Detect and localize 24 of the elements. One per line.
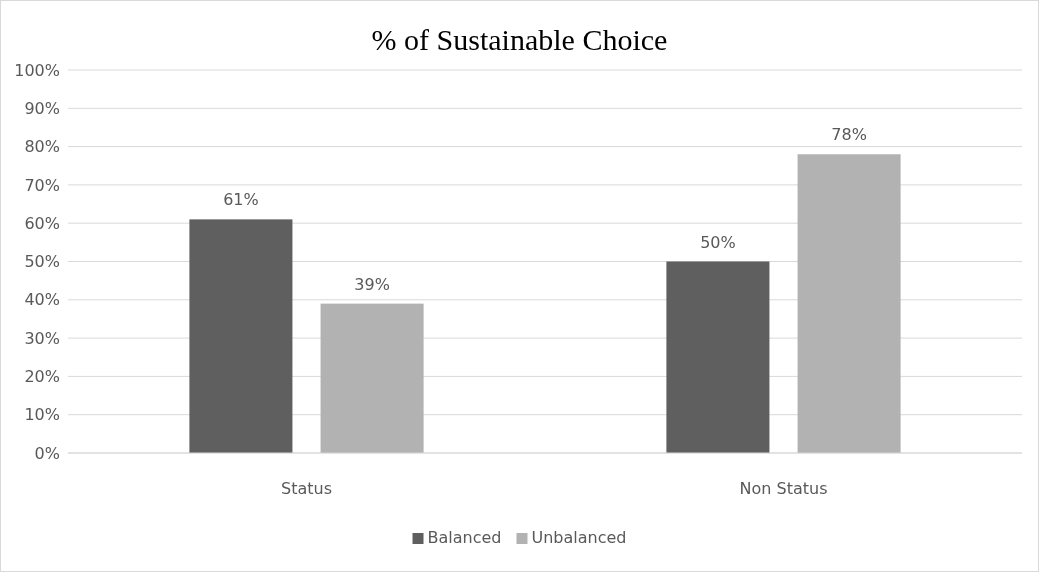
y-tick-label: 60% — [24, 213, 60, 233]
y-tick-label: 90% — [24, 98, 60, 118]
bar — [189, 219, 293, 453]
data-label: 78% — [831, 125, 867, 145]
y-tick-label: 20% — [24, 367, 60, 387]
y-tick-label: 50% — [24, 252, 60, 272]
bar — [797, 154, 901, 453]
bar — [666, 261, 770, 453]
y-tick-label: 80% — [24, 137, 60, 157]
y-tick-label: 100% — [14, 60, 60, 80]
data-label: 50% — [700, 232, 736, 252]
bar — [320, 303, 424, 453]
x-tick-label: Non Status — [739, 479, 828, 498]
y-tick-label: 0% — [34, 443, 60, 463]
y-tick-label: 30% — [24, 328, 60, 348]
x-tick-label: Status — [281, 479, 332, 498]
data-label: 61% — [223, 190, 259, 210]
data-label: 39% — [354, 274, 390, 294]
legend-label: Unbalanced — [531, 528, 627, 547]
legend-label: Balanced — [427, 528, 502, 547]
chart-title: % of Sustainable Choice — [371, 23, 668, 56]
y-tick-label: 10% — [24, 405, 60, 425]
y-tick-label: 70% — [24, 175, 60, 195]
y-tick-label: 40% — [24, 290, 60, 310]
